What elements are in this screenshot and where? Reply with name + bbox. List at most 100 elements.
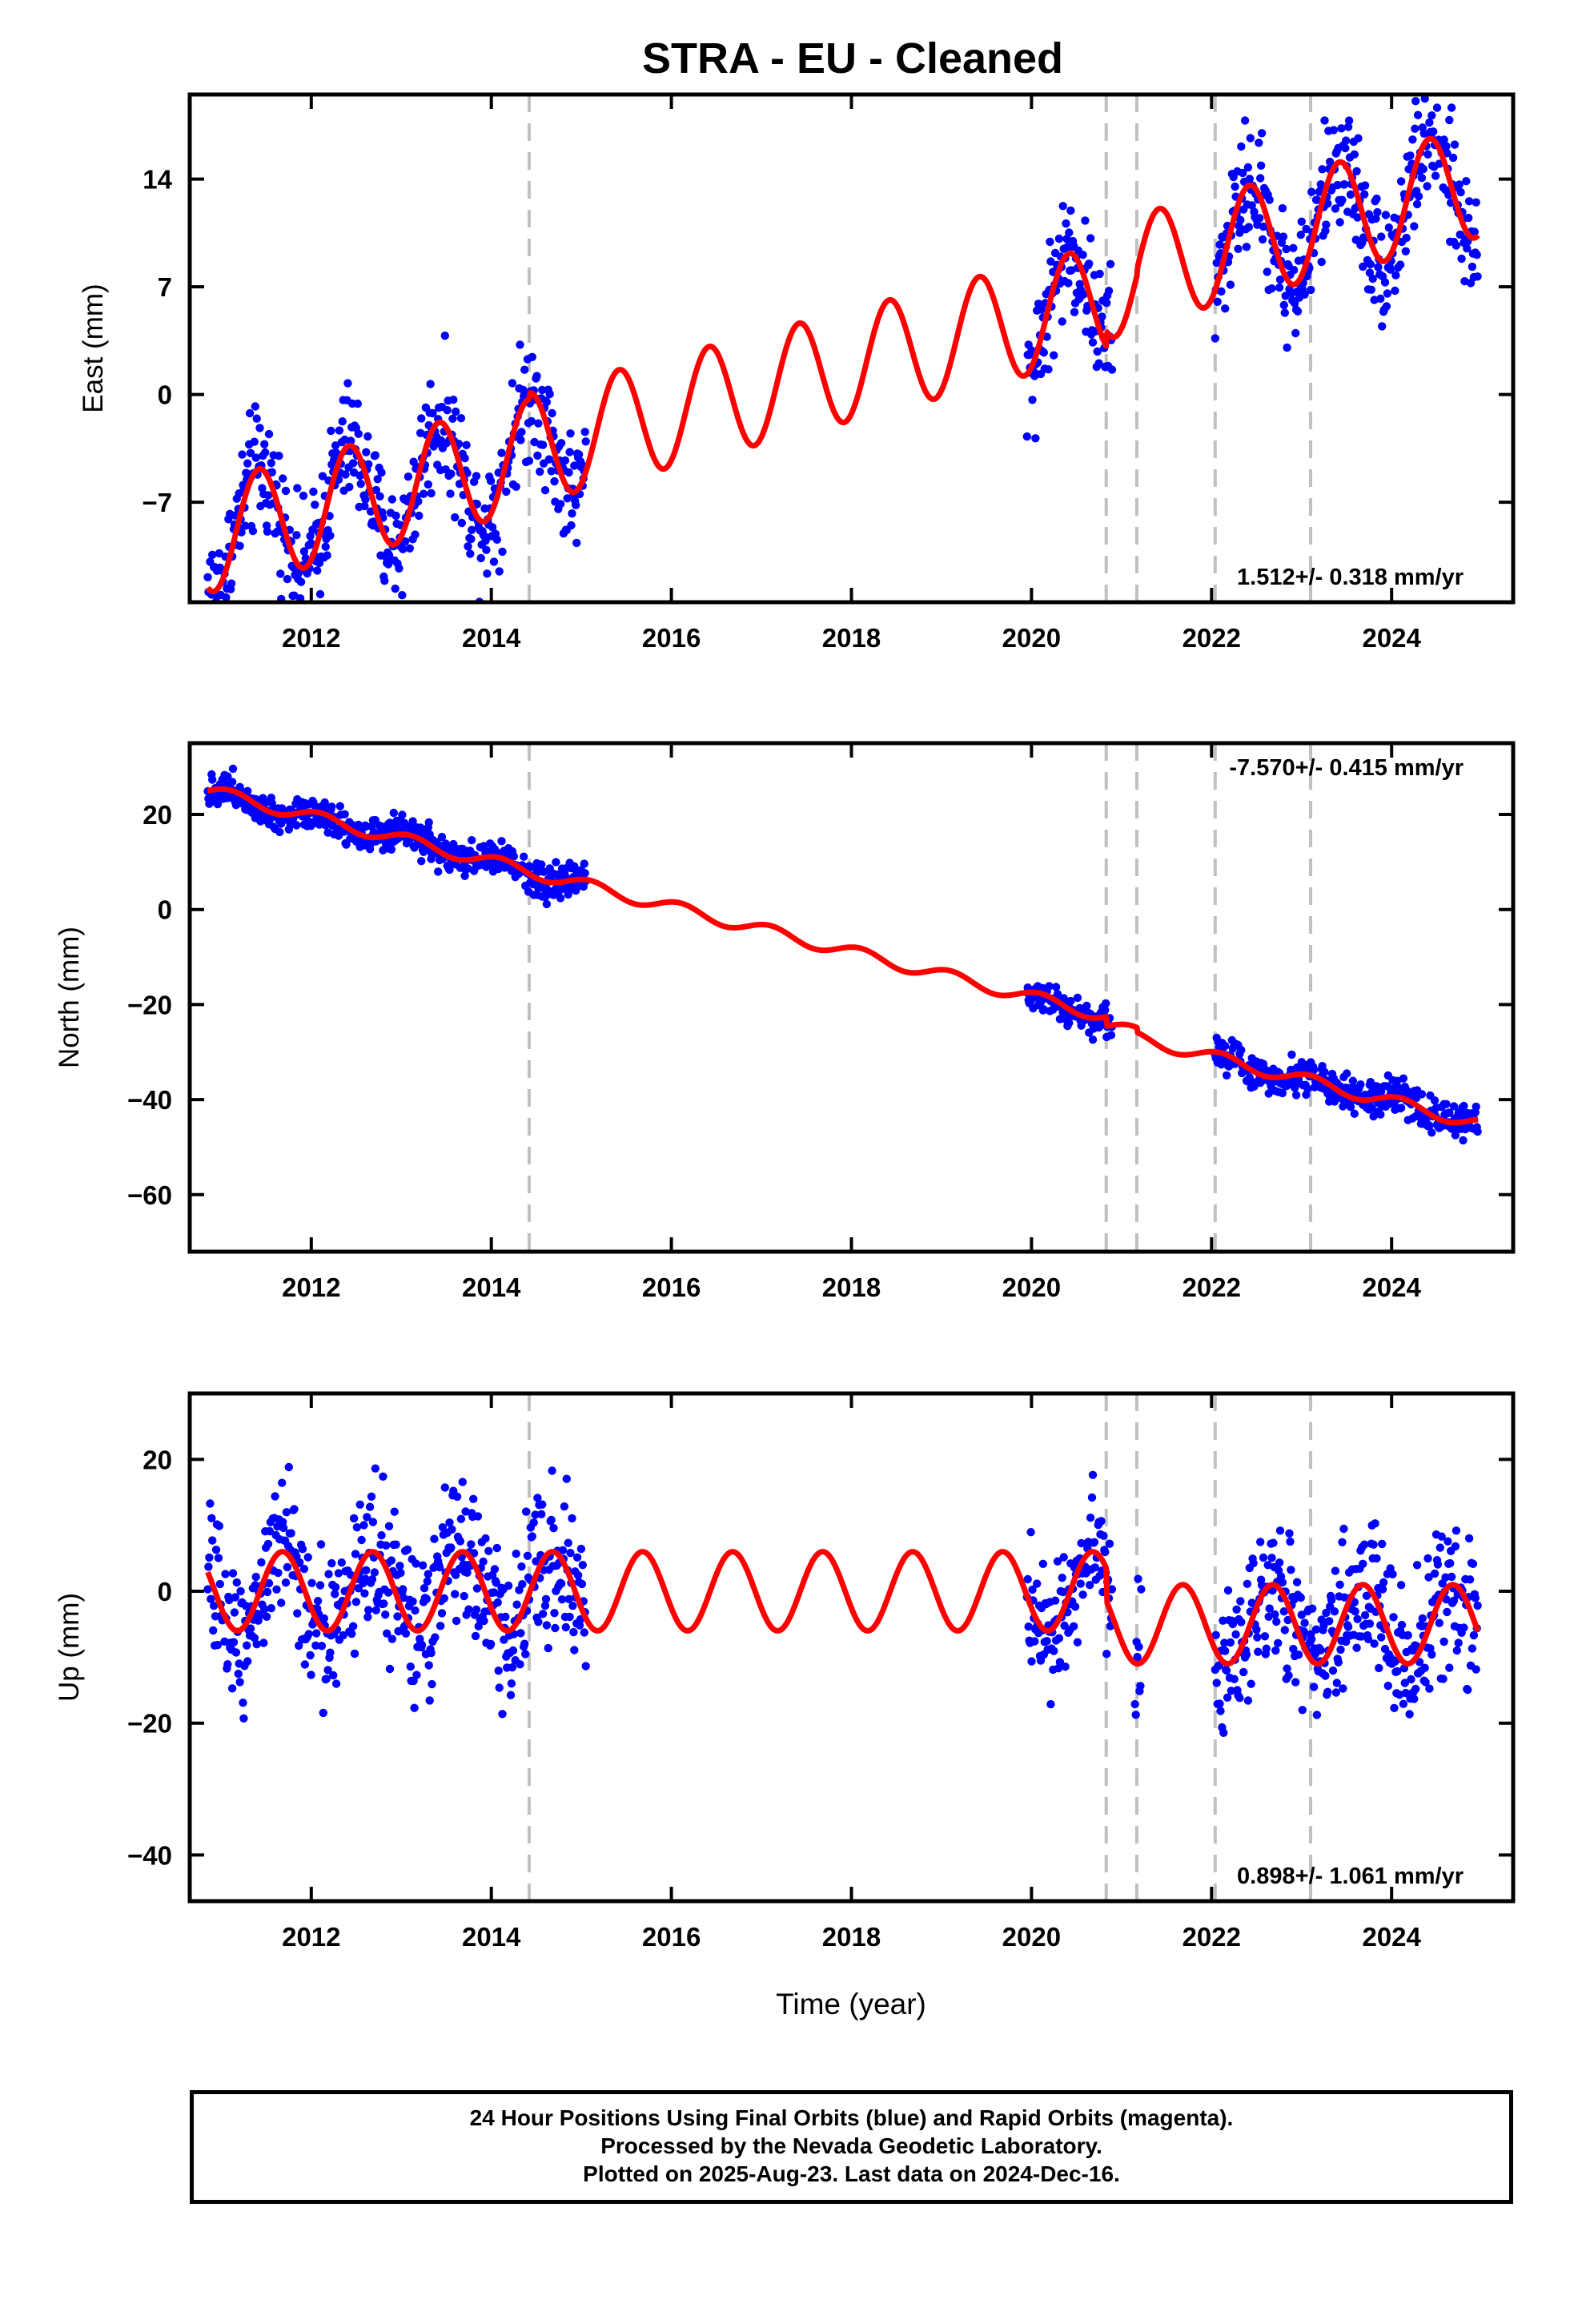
data-point-894 [1423, 1554, 1432, 1563]
x-tick-label-0: 2012 [282, 1922, 340, 1952]
data-point-799 [1351, 1607, 1359, 1616]
data-point-493 [580, 428, 589, 436]
data-point-400 [509, 852, 518, 861]
data-point-715 [1287, 1566, 1295, 1574]
data-point-899 [1427, 1650, 1436, 1659]
data-point-590 [1095, 269, 1104, 279]
data-point-812 [1360, 1610, 1370, 1620]
data-point-533 [1051, 983, 1061, 991]
data-point-561 [1073, 1638, 1082, 1647]
data-point-895 [1431, 171, 1440, 180]
data-point-146 [315, 820, 324, 829]
data-point-432 [534, 1618, 543, 1626]
data-point-614 [1136, 1682, 1145, 1691]
data-point-479 [570, 862, 579, 871]
data-point-490 [578, 1561, 587, 1570]
data-point-629 [1221, 1647, 1230, 1655]
data-point-438 [538, 1610, 548, 1618]
data-point-343 [466, 549, 475, 558]
data-point-923 [1446, 1558, 1455, 1568]
data-point-765 [1325, 1617, 1334, 1626]
data-point-565 [1076, 1579, 1085, 1588]
data-point-389 [501, 1612, 510, 1622]
data-point-194 [351, 1598, 361, 1606]
data-point-403 [512, 1550, 520, 1558]
data-point-13 [213, 1640, 223, 1650]
data-point-445 [544, 1643, 552, 1653]
data-point-709 [1289, 243, 1298, 252]
data-point-666 [1256, 174, 1265, 183]
data-point-312 [442, 842, 451, 851]
data-point-255 [399, 1585, 408, 1594]
data-point-196 [353, 399, 362, 408]
data-point-303 [435, 1563, 444, 1572]
data-point-948 [1472, 1102, 1480, 1112]
data-point-683 [1262, 1644, 1271, 1653]
data-point-291 [426, 380, 435, 388]
data-point-946 [1470, 227, 1480, 236]
data-point-690 [1267, 1554, 1276, 1562]
data-point-240 [387, 845, 396, 854]
data-point-818 [1372, 194, 1381, 203]
data-point-864 [1400, 1679, 1410, 1687]
data-point-90 [272, 1585, 281, 1594]
data-point-825 [1378, 322, 1387, 331]
data-point-385 [498, 1710, 507, 1719]
data-point-102 [281, 486, 291, 496]
data-point-352 [472, 1584, 482, 1593]
data-point-713 [1285, 1529, 1294, 1538]
data-point-289 [424, 1661, 433, 1670]
data-point-443 [542, 1621, 552, 1630]
data-point-279 [417, 414, 426, 423]
data-point-350 [471, 1631, 480, 1641]
data-point-781 [1343, 123, 1353, 131]
x-tick-label-6: 2024 [1362, 623, 1421, 653]
data-point-336 [460, 454, 469, 463]
data-point-761 [1322, 1608, 1331, 1618]
x-tick-label-3: 2018 [822, 1922, 881, 1952]
data-point-449 [547, 1515, 556, 1525]
data-point-424 [528, 352, 536, 361]
data-point-732 [1299, 1627, 1308, 1636]
data-point-906 [1439, 135, 1448, 144]
data-point-261 [403, 1545, 412, 1554]
data-point-939 [1464, 197, 1474, 206]
data-point-930 [1451, 1542, 1460, 1551]
data-point-776 [1340, 180, 1349, 189]
data-point-948 [1472, 198, 1480, 207]
data-point-620 [1221, 304, 1230, 313]
data-point-537 [1054, 1634, 1064, 1642]
data-point-488 [576, 1544, 586, 1554]
data-point-825 [1371, 1519, 1379, 1528]
data-point-885 [1423, 150, 1432, 159]
data-point-292 [427, 489, 436, 498]
data-point-872 [1407, 1675, 1415, 1684]
data-point-162 [327, 1558, 336, 1568]
data-point-640 [1236, 215, 1245, 224]
data-point-948 [1464, 1534, 1474, 1543]
data-point-566 [1077, 1538, 1086, 1548]
data-point-957 [1472, 1665, 1480, 1674]
data-point-827 [1372, 1554, 1381, 1563]
data-point-193 [351, 1550, 360, 1558]
y-tick-label-4: 20 [143, 800, 172, 830]
data-point-15 [215, 1522, 223, 1530]
data-point-26 [223, 772, 232, 781]
data-point-252 [396, 1568, 405, 1578]
data-point-696 [1272, 1617, 1281, 1626]
data-point-602 [1104, 287, 1114, 296]
data-point-408 [516, 1660, 524, 1669]
data-point-467 [560, 456, 570, 465]
data-point-787 [1348, 1076, 1358, 1085]
data-point-724 [1300, 290, 1309, 299]
model-fit-curve [205, 1549, 1481, 1667]
data-point-813 [1368, 274, 1377, 283]
data-point-842 [1391, 286, 1399, 296]
data-point-665 [1255, 214, 1264, 223]
data-point-497 [1024, 1622, 1033, 1631]
data-point-700 [1275, 1558, 1284, 1567]
data-point-648 [1235, 1694, 1244, 1703]
data-point-650 [1243, 163, 1253, 172]
data-point-475 [567, 521, 576, 530]
data-point-243 [389, 808, 398, 818]
